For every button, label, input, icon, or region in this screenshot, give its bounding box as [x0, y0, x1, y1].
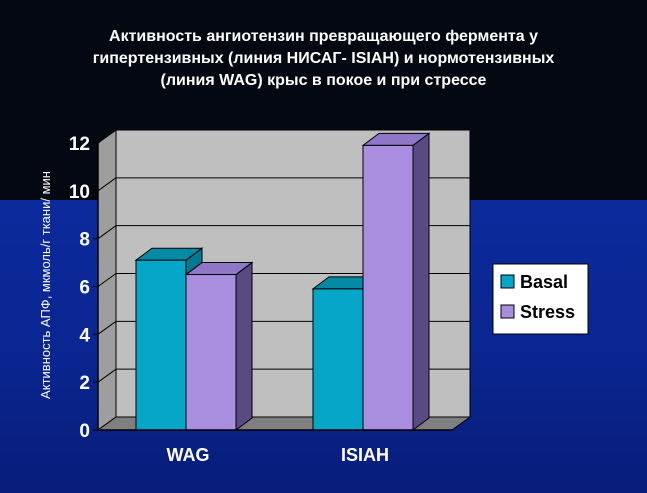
legend-swatch-Basal — [500, 274, 515, 289]
y-tick-label: 2 — [79, 373, 90, 394]
y-tick-label: 10 — [69, 182, 90, 203]
bar-ISIAH-Stress-side — [412, 132, 430, 431]
gridline-side — [97, 129, 117, 144]
gridline-side — [97, 368, 117, 383]
y-axis-label: Активность АПФ, мкмоль/г ткани/ мин — [38, 171, 53, 399]
bar-ISIAH-Basal — [312, 288, 364, 431]
legend-label-Basal: Basal — [520, 272, 568, 292]
gridline-side — [97, 225, 117, 240]
bar-WAG-Stress — [185, 274, 237, 431]
legend-label-Stress: Stress — [520, 302, 575, 322]
chart-title-line-3: (линия WAG) крыс в покое и при стрессе — [160, 72, 487, 89]
bar-WAG-Stress-side — [235, 261, 253, 431]
y-tick-label: 12 — [69, 134, 90, 155]
bar-ISIAH-Stress — [362, 144, 414, 431]
x-axis: WAG ISIAH — [98, 429, 452, 465]
chart-title-line-1: Активность ангиотензин превращающего фер… — [109, 28, 538, 45]
gridline-side — [97, 177, 117, 192]
y-tick-label: 0 — [79, 421, 90, 442]
y-tick-label: 8 — [79, 230, 90, 251]
bars-group — [134, 132, 431, 431]
legend-swatch-Stress — [500, 304, 515, 319]
gridline-side — [97, 273, 117, 287]
bar-WAG-Basal — [135, 259, 187, 431]
x-tick-label: ISIAH — [341, 445, 389, 465]
chart-title-line-2: гипертензивных (линия НИСАГ- ISIAH) и но… — [92, 50, 555, 67]
y-tick-label: 6 — [79, 278, 90, 299]
y-axis: 0 2 4 6 8 10 12 — [69, 134, 99, 442]
x-tick-label: WAG — [167, 445, 210, 465]
legend: Basal Stress — [492, 263, 589, 335]
gridline-side — [97, 320, 117, 335]
y-tick-label: 4 — [79, 325, 90, 346]
